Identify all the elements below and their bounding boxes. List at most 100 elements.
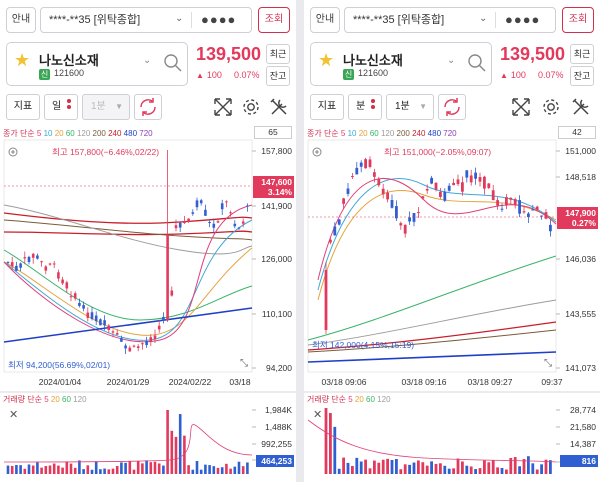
low-marker: 최저 142,000(4.15%,15:19) — [312, 340, 414, 350]
expand-icon[interactable] — [510, 96, 532, 118]
legend-period: 720 — [443, 129, 457, 138]
volume-axis-label: 28,774 — [570, 405, 596, 415]
current-price-tag — [557, 207, 598, 229]
ma-legend: 종가 단순 5 10 20 60 120 200 240 480 720 — [307, 128, 457, 139]
axis-count-badge[interactable]: 65 — [254, 126, 292, 139]
candle-body — [111, 331, 115, 333]
refresh-button[interactable] — [438, 94, 466, 120]
account-selector[interactable]: ****-**35 [위탁종합] ⌄ ●●●● — [40, 7, 252, 33]
price-axis-label: 143,555 — [565, 309, 596, 319]
star-icon[interactable]: ★ — [14, 50, 31, 70]
account-selector[interactable]: ****-**35 [위탁종합] ⌄ ●●●● — [344, 7, 556, 33]
volume-bar — [78, 460, 81, 474]
volume-bar — [522, 459, 526, 474]
query-button[interactable]: 조회 — [562, 7, 594, 33]
period-selector[interactable]: 일 — [44, 94, 78, 120]
star-icon[interactable]: ★ — [318, 50, 335, 70]
candle-body — [216, 221, 220, 223]
expand-icon[interactable] — [212, 96, 234, 118]
recent-button[interactable]: 최근 — [266, 44, 290, 64]
price-chart[interactable]: 157,800 141,900 126,000 110,100 94,200 2024/0… — [0, 0, 296, 482]
volume-bar — [500, 468, 504, 474]
password-field[interactable]: ●●●● — [505, 12, 541, 27]
notice-button[interactable]: 안내 — [6, 7, 36, 33]
triangle-down-icon: ▼ — [419, 102, 427, 111]
volume-ma-line — [3, 424, 253, 463]
candle-body — [157, 325, 161, 330]
candle-body — [233, 223, 237, 227]
volume-bar — [166, 410, 169, 474]
candle-body — [373, 172, 376, 177]
candle-body — [23, 257, 27, 259]
candle-body — [48, 263, 52, 265]
gear-icon[interactable] — [540, 96, 562, 118]
volume-bar — [333, 426, 337, 474]
volume-bar — [23, 468, 27, 474]
ma-line — [307, 299, 557, 346]
minute-selector[interactable]: 1분 ▼ — [82, 94, 130, 120]
minute-label: 1분 — [91, 101, 106, 112]
candle-body — [78, 302, 81, 306]
candle-body — [544, 212, 548, 219]
notice-button[interactable]: 안내 — [310, 7, 340, 33]
tools-icon[interactable] — [570, 96, 592, 118]
price-chart[interactable]: 151,000 148,518 146,036 143,555 141,073 03/18… — [304, 0, 600, 482]
chevron-down-icon[interactable]: ⌄ — [447, 55, 456, 66]
search-icon[interactable] — [163, 53, 183, 73]
minute-selector[interactable]: 1분 ▼ — [386, 94, 434, 120]
volume-bar — [73, 467, 77, 474]
volume-bar — [115, 465, 119, 474]
current-price-tag-pct: 3.14% — [268, 187, 293, 197]
close-icon: ✕ — [313, 409, 322, 421]
candle-body — [170, 290, 174, 296]
legend-period: 120 — [73, 395, 87, 404]
legend-period: 5 — [348, 395, 355, 404]
ma-line — [3, 307, 253, 343]
candle-body — [44, 266, 48, 271]
volume-bar — [208, 465, 211, 474]
volume-bar — [44, 465, 48, 474]
zoom-in-icon — [8, 147, 18, 157]
candle-body — [443, 191, 447, 201]
volume-bar — [90, 469, 94, 474]
chevron-down-icon[interactable]: ⌄ — [143, 55, 152, 66]
volume-bar — [65, 461, 69, 474]
axis-count-badge[interactable]: 42 — [558, 126, 596, 139]
gear-icon[interactable] — [240, 96, 262, 118]
refresh-button[interactable] — [134, 94, 162, 120]
x-axis-label: 03/18 09:06 — [322, 377, 367, 387]
volume-bar — [141, 463, 144, 474]
indicator-button[interactable]: 지표 — [310, 94, 344, 120]
candle-body — [103, 320, 106, 326]
stock-selector[interactable]: ★ 나노신소재 신 121600 ⌄ — [310, 42, 492, 86]
password-field[interactable]: ●●●● — [201, 12, 237, 27]
balance-button[interactable]: 잔고 — [570, 66, 594, 86]
price-change: ▲ 100 — [500, 70, 526, 80]
candle-body — [220, 203, 224, 210]
volume-bar — [220, 467, 224, 474]
volume-bar — [183, 435, 186, 474]
recent-button[interactable]: 최근 — [570, 44, 594, 64]
volume-bar — [496, 467, 499, 474]
search-icon[interactable] — [467, 53, 487, 73]
indicator-button[interactable]: 지표 — [6, 94, 40, 120]
candle-body — [73, 293, 77, 299]
balance-button[interactable]: 잔고 — [266, 66, 290, 86]
tools-icon[interactable] — [268, 96, 290, 118]
candle-body — [149, 337, 153, 342]
candle-body — [124, 345, 127, 349]
candle-body — [337, 219, 341, 225]
candle-body — [355, 167, 359, 175]
volume-bar — [549, 460, 552, 474]
ma-line — [3, 204, 253, 343]
stock-selector[interactable]: ★ 나노신소재 신 121600 ⌄ — [6, 42, 188, 86]
volume-bar — [346, 462, 350, 474]
volume-legend: 거래량 단순 5 20 60 120 — [307, 394, 391, 405]
price-axis-label: 151,000 — [565, 146, 596, 156]
candle-body — [31, 253, 35, 258]
volume-axis-label: 992,255 — [261, 439, 292, 449]
query-button[interactable]: 조회 — [258, 7, 290, 33]
legend-period: 240 — [412, 129, 428, 138]
candle-body — [61, 279, 64, 284]
period-selector[interactable]: 분 — [348, 94, 382, 120]
